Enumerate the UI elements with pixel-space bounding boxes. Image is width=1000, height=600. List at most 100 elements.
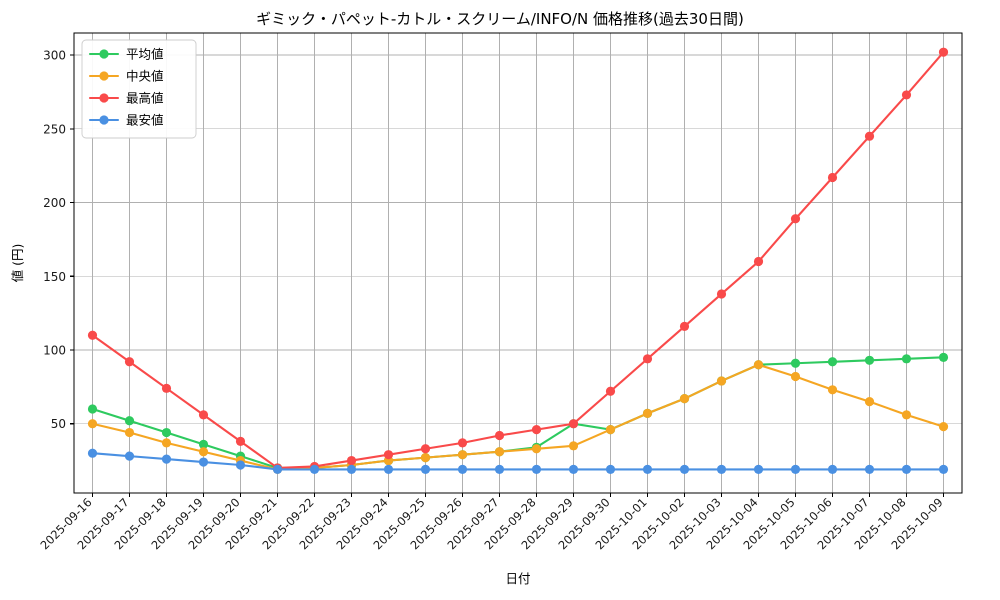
data-point-marker	[827, 464, 838, 475]
data-point-marker	[790, 464, 801, 475]
data-point-marker	[938, 352, 949, 362]
data-point-marker	[679, 321, 690, 331]
legend-marker-icon	[99, 93, 109, 103]
legend-marker-icon	[99, 71, 109, 81]
legend-box	[81, 39, 197, 139]
data-point-marker	[827, 385, 838, 395]
data-point-marker	[864, 464, 875, 475]
data-point-marker	[494, 447, 505, 457]
data-point-marker	[827, 357, 838, 367]
legend-marker-icon	[99, 115, 109, 125]
data-series	[87, 47, 949, 475]
data-point-marker	[346, 464, 357, 475]
legend-item-最安値[interactable]: 最安値	[88, 113, 164, 128]
data-point-marker	[235, 460, 246, 470]
data-point-marker	[642, 464, 653, 475]
data-point-marker	[605, 464, 616, 475]
data-point-marker	[938, 464, 949, 475]
data-point-marker	[124, 427, 135, 438]
data-point-marker	[827, 172, 838, 183]
data-point-marker	[790, 358, 801, 368]
data-point-marker	[568, 441, 579, 451]
data-point-marker	[235, 436, 246, 446]
data-point-marker	[161, 454, 172, 464]
legend-label: 最高値	[126, 91, 164, 106]
data-point-marker	[494, 464, 505, 475]
data-point-marker	[87, 330, 98, 340]
legend-label: 平均値	[126, 47, 164, 62]
data-point-marker	[420, 464, 431, 475]
data-point-marker	[901, 354, 912, 364]
series-最安値	[87, 448, 949, 475]
data-point-marker	[901, 90, 912, 100]
legend-item-平均値[interactable]: 平均値	[88, 47, 164, 62]
y-tick-label: 150	[43, 270, 66, 284]
data-point-marker	[790, 371, 801, 382]
data-point-marker	[198, 439, 209, 449]
data-point-marker	[383, 450, 394, 460]
y-tick-label: 300	[43, 49, 66, 63]
series-line	[91, 363, 945, 471]
data-point-marker	[198, 457, 209, 467]
data-point-marker	[198, 447, 209, 457]
data-point-marker	[457, 450, 468, 460]
series-line	[91, 452, 945, 471]
data-point-marker	[124, 357, 135, 367]
data-point-marker	[531, 425, 542, 435]
data-point-marker	[642, 408, 653, 418]
data-point-marker	[864, 396, 875, 407]
data-point-marker	[531, 444, 542, 454]
data-point-marker	[716, 464, 727, 475]
data-point-marker	[938, 422, 949, 432]
series-最高値	[87, 47, 949, 473]
data-point-marker	[124, 416, 135, 426]
chart-title: ギミック・パペット-カトル・スクリーム/INFO/N 価格推移(過去30日間)	[256, 10, 744, 28]
data-point-marker	[679, 394, 690, 404]
data-point-marker	[605, 425, 616, 435]
legend-label: 最安値	[126, 113, 164, 128]
y-tick-label: 100	[43, 343, 66, 357]
legend-item-最高値[interactable]: 最高値	[88, 91, 164, 106]
data-point-marker	[87, 404, 98, 414]
y-axis-ticks: 50 100 150 200 250 300	[43, 49, 74, 431]
data-point-marker	[457, 438, 468, 448]
data-point-marker	[716, 376, 727, 386]
data-point-marker	[531, 464, 542, 475]
data-point-marker	[753, 360, 764, 370]
data-point-marker	[938, 47, 949, 57]
data-point-marker	[642, 354, 653, 364]
data-point-marker	[161, 427, 172, 438]
data-point-marker	[605, 386, 616, 396]
data-point-marker	[420, 444, 431, 454]
data-point-marker	[457, 464, 468, 475]
plot-area-border	[73, 32, 963, 494]
legend-marker-icon	[99, 49, 109, 59]
data-point-marker	[346, 455, 357, 466]
y-axis-label: 値 (円)	[10, 244, 25, 283]
data-point-marker	[901, 410, 912, 420]
data-point-marker	[272, 464, 283, 475]
data-point-marker	[87, 448, 98, 458]
data-point-marker	[198, 410, 209, 420]
data-point-marker	[383, 464, 394, 475]
data-point-marker	[309, 464, 320, 475]
series-line	[91, 51, 945, 469]
legend-item-中央値[interactable]: 中央値	[88, 69, 164, 84]
y-tick-label: 250	[43, 122, 66, 136]
data-point-marker	[420, 453, 431, 463]
y-tick-label: 200	[43, 196, 66, 210]
data-point-marker	[87, 419, 98, 429]
data-point-marker	[161, 383, 172, 393]
legend-label: 中央値	[126, 69, 164, 84]
data-point-marker	[901, 464, 912, 475]
data-point-marker	[124, 451, 135, 461]
data-point-marker	[568, 464, 579, 475]
data-point-marker	[753, 464, 764, 475]
data-point-marker	[679, 464, 690, 475]
data-point-marker	[161, 438, 172, 448]
data-point-marker	[568, 419, 579, 429]
data-point-marker	[864, 355, 875, 365]
